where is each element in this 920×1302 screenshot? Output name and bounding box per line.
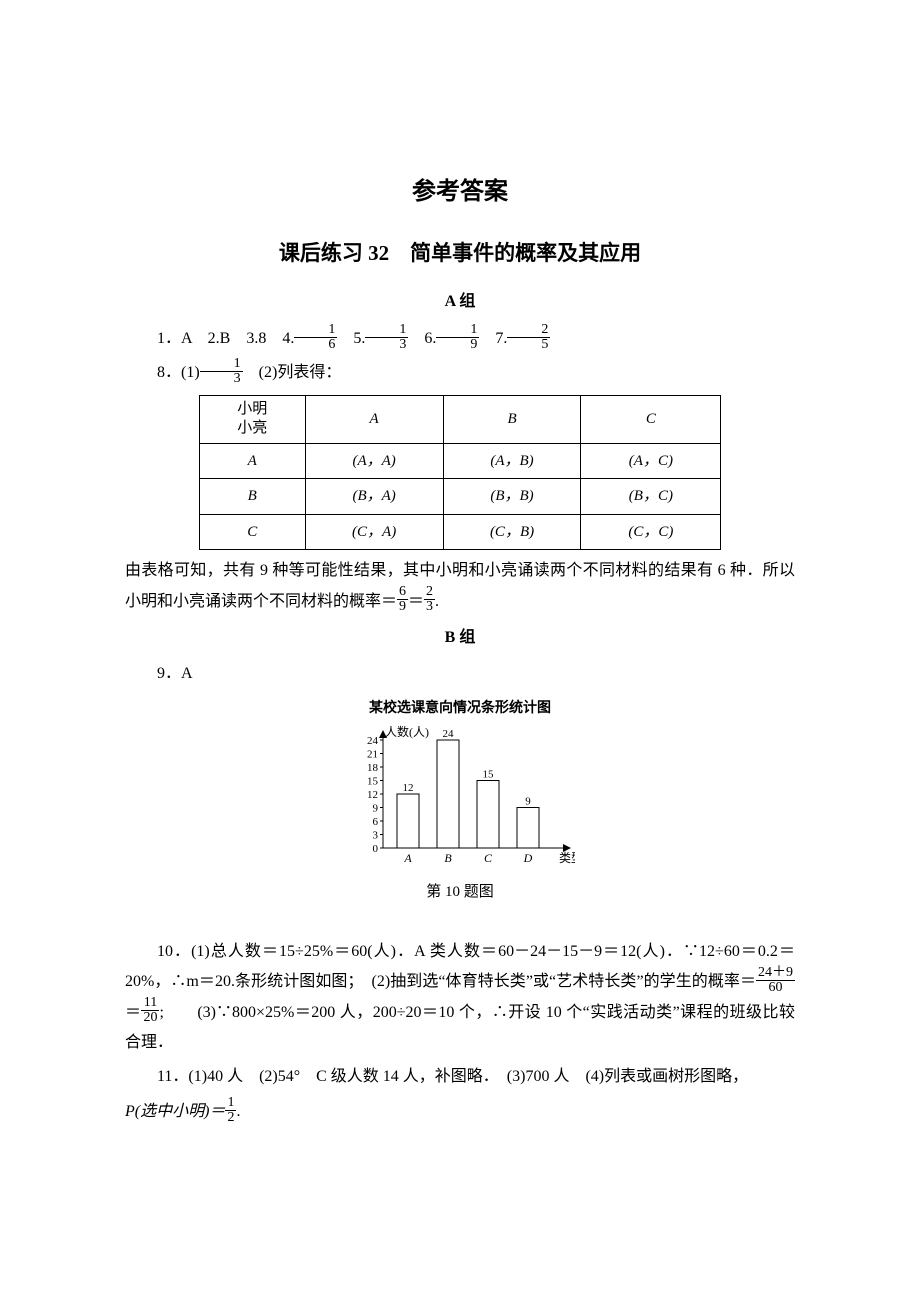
- q8-exp-mid: ＝: [408, 593, 424, 610]
- ans-p3: 6.: [408, 330, 436, 347]
- svg-text:D: D: [523, 851, 533, 865]
- q10-fB: 1120: [141, 996, 159, 1025]
- svg-text:A: A: [403, 851, 412, 865]
- cell: (B，A): [305, 479, 443, 515]
- cell: (C，B): [443, 514, 581, 550]
- q8-explain: 由表格可知，共有 9 种等可能性结果，其中小明和小亮诵读两个不同材料的结果有 6…: [125, 556, 795, 617]
- q8-exp-post: .: [435, 593, 439, 610]
- chart-title: 某校选课意向情况条形统计图: [330, 696, 590, 723]
- q11-frac: 12: [225, 1096, 236, 1125]
- q8-exp-f1: 69: [397, 585, 408, 614]
- svg-text:3: 3: [373, 830, 379, 842]
- q10-fA: 24＋960: [756, 966, 795, 995]
- q10-l2: ; (3)∵800×25%＝200 人，200÷20＝10 个，∴开设 10 个…: [125, 1004, 795, 1051]
- chart-block: 某校选课意向情况条形统计图 人数(人)0369121518212412A24B1…: [125, 696, 795, 907]
- svg-text:9: 9: [525, 796, 531, 808]
- q8-pre: 8．(1): [157, 364, 200, 381]
- svg-text:18: 18: [367, 762, 379, 774]
- cell: (A，C): [581, 443, 721, 479]
- table-row: B (B，A) (B，B) (B，C): [199, 479, 721, 515]
- group-a-label: A 组: [125, 287, 795, 317]
- svg-text:21: 21: [367, 749, 378, 761]
- svg-text:12: 12: [367, 789, 378, 801]
- col-head: B: [443, 395, 581, 443]
- q11-pre: P(选中小明)＝: [125, 1103, 225, 1120]
- frac-7: 25: [507, 323, 550, 352]
- svg-text:6: 6: [373, 816, 379, 828]
- q8-exp-pre: 由表格可知，共有 9 种等可能性结果，其中小明和小亮诵读两个不同材料的结果有 6…: [125, 562, 795, 609]
- table-row: A (A，A) (A，B) (A，C): [199, 443, 721, 479]
- q11-l2: P(选中小明)＝12.: [125, 1097, 795, 1127]
- svg-text:15: 15: [367, 776, 379, 788]
- bar-chart: 人数(人)0369121518212412A24B15C9D类型: [345, 724, 575, 874]
- doc-title: 参考答案: [125, 170, 795, 216]
- row-head: C: [199, 514, 305, 550]
- cell: (B，C): [581, 479, 721, 515]
- doc-subtitle: 课后练习 32 简单事件的概率及其应用: [125, 234, 795, 274]
- svg-text:15: 15: [483, 769, 495, 781]
- q11-post: .: [236, 1103, 240, 1120]
- row-head: B: [199, 479, 305, 515]
- outcome-table: 小明 小亮 A B C A (A，A) (A，B) (A，C) B (B，A) …: [199, 395, 722, 551]
- cell: (A，A): [305, 443, 443, 479]
- corner-top: 小明: [208, 400, 297, 420]
- q10-text: 10．(1)总人数＝15÷25%＝60(人)．A 类人数＝60－24－15－9＝…: [125, 937, 795, 1059]
- svg-text:0: 0: [373, 843, 379, 855]
- svg-text:B: B: [444, 851, 452, 865]
- cell: (A，B): [443, 443, 581, 479]
- frac-5: 13: [365, 323, 408, 352]
- svg-text:类型: 类型: [559, 851, 575, 865]
- q10-l1: 10．(1)总人数＝15÷25%＝60(人)．A 类人数＝60－24－15－9＝…: [125, 943, 795, 990]
- table-row: C (C，A) (C，B) (C，C): [199, 514, 721, 550]
- q8-line: 8．(1)13 (2)列表得：: [125, 358, 795, 388]
- answers-a-line: 1．A 2.B 3.8 4.16 5.13 6.19 7.25: [125, 324, 795, 354]
- q8-frac: 13: [200, 357, 243, 386]
- ans-p1: 1．A 2.B 3.8 4.: [157, 330, 294, 347]
- group-b-label: B 组: [125, 623, 795, 653]
- frac-6: 19: [436, 323, 479, 352]
- cell: (C，C): [581, 514, 721, 550]
- cell: (C，A): [305, 514, 443, 550]
- q8-mid: (2)列表得：: [243, 364, 342, 381]
- svg-text:24: 24: [443, 728, 455, 740]
- cell: (B，B): [443, 479, 581, 515]
- svg-text:9: 9: [373, 803, 379, 815]
- chart-caption: 第 10 题图: [330, 878, 590, 907]
- table-corner: 小明 小亮: [199, 395, 305, 443]
- col-head: C: [581, 395, 721, 443]
- corner-bot: 小亮: [208, 419, 297, 439]
- svg-text:C: C: [484, 851, 493, 865]
- q10-eq1: ＝: [125, 1004, 141, 1021]
- q8-exp-f2: 23: [424, 585, 435, 614]
- svg-text:24: 24: [367, 735, 379, 747]
- q11-l1: 11．(1)40 人 (2)54° C 级人数 14 人，补图略． (3)700…: [125, 1062, 795, 1092]
- ans-p2: 5.: [337, 330, 365, 347]
- svg-text:人数(人): 人数(人): [385, 724, 429, 739]
- frac-4: 16: [294, 323, 337, 352]
- table-row: 小明 小亮 A B C: [199, 395, 721, 443]
- col-head: A: [305, 395, 443, 443]
- svg-text:12: 12: [403, 782, 414, 794]
- ans-p4: 7.: [479, 330, 507, 347]
- row-head: A: [199, 443, 305, 479]
- chart-wrap: 某校选课意向情况条形统计图 人数(人)0369121518212412A24B1…: [330, 696, 590, 907]
- q9-answer: 9．A: [125, 659, 795, 689]
